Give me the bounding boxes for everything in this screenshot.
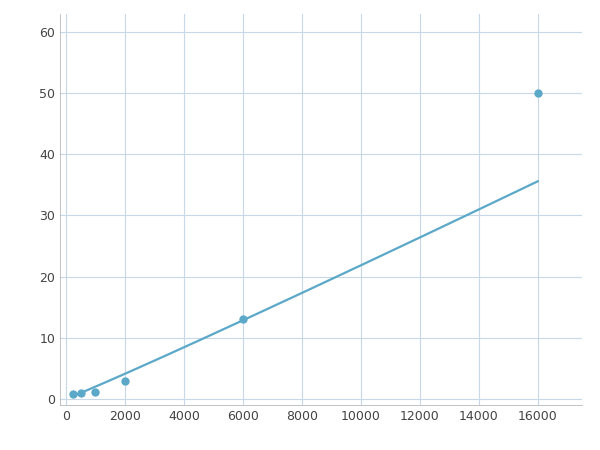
Point [91,388,100,396]
Point [238,316,248,323]
Point [120,377,130,384]
Point [76,389,85,396]
Point [68,391,78,398]
Point [533,90,542,97]
